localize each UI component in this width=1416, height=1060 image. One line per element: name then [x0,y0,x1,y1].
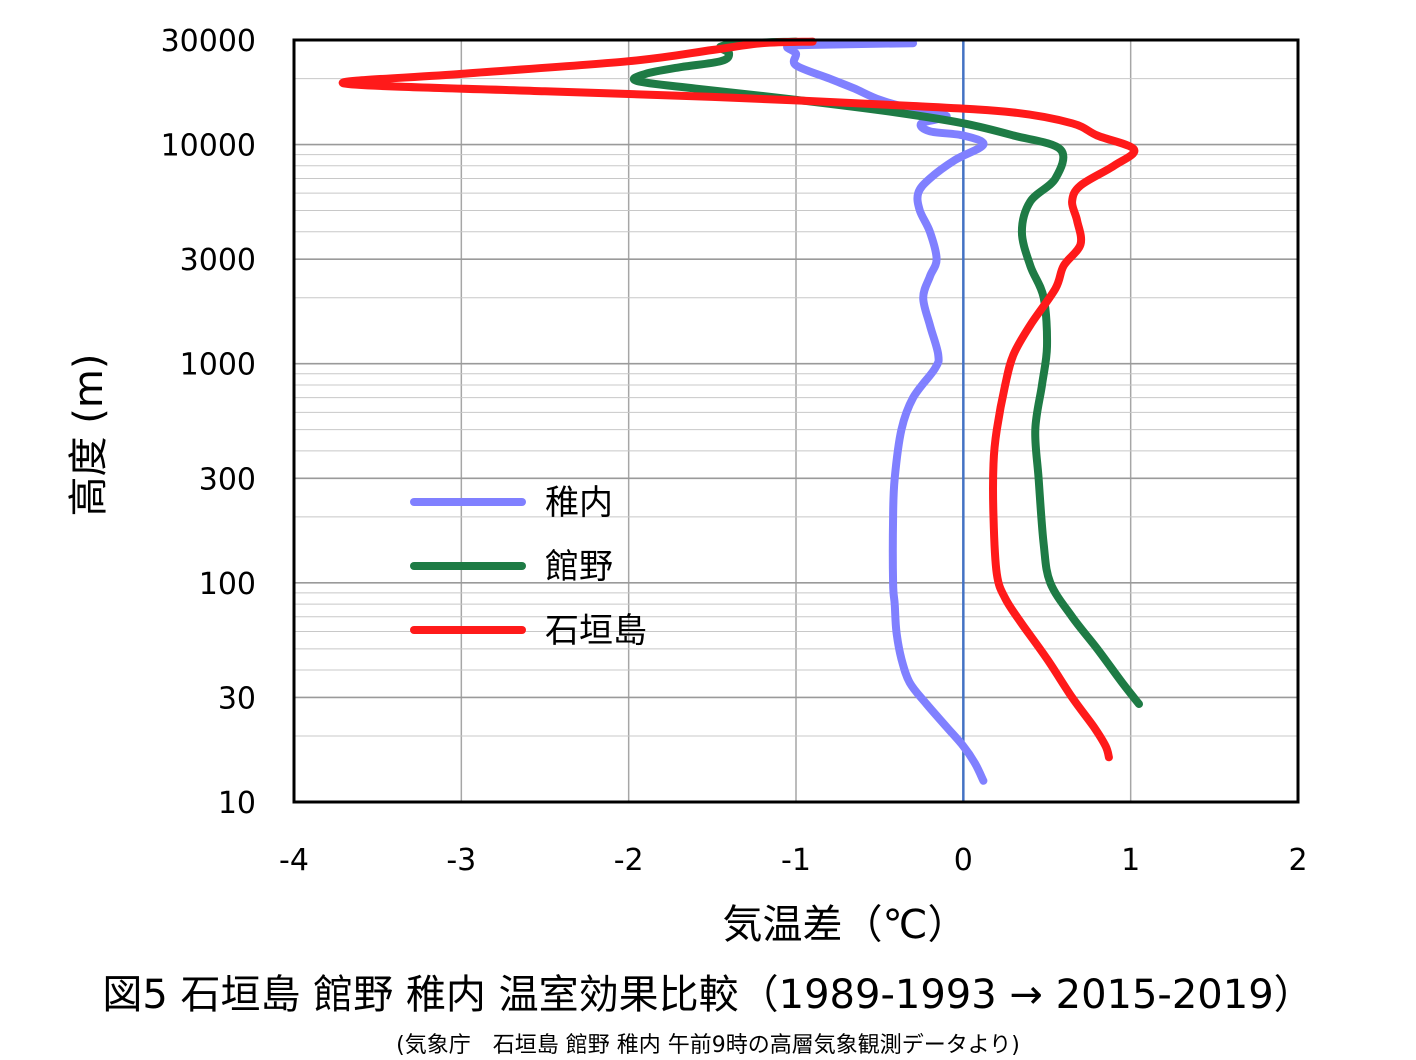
y-tick-label: 1000 [180,348,256,383]
legend-label: 稚内 [545,483,613,523]
y-tick-label: 300 [199,462,256,497]
plot-frame [292,38,1300,804]
x-tick-label: -4 [279,843,309,878]
legend-label: 石垣島 [545,611,647,651]
y-tick-label: 30 [218,681,256,716]
x-tick-label: 1 [1121,843,1140,878]
figure-title: 図5 石垣島 館野 稚内 温室効果比較（1989-1993 → 2015-201… [102,972,1314,1018]
series-line-0 [783,39,988,785]
x-tick-label: 2 [1288,843,1307,878]
series-line-2 [338,37,1139,762]
chart-figure: -4 -3 -2 -1 0 1 2 10 30 100 300 1000 3000 10000 30000… [66,24,1308,948]
x-tick-label: -3 [446,843,476,878]
series-group [338,37,1143,785]
x-tick-label: -1 [781,843,811,878]
x-axis-label: 気温差（℃） [723,902,968,948]
y-axis-label: 高度 (m) [66,354,112,517]
y-tick-label: 100 [199,567,256,602]
y-axis-ticks: 10 30 100 300 1000 3000 10000 30000 [161,24,256,821]
grid-lines [293,39,1299,803]
legend-label: 館野 [545,547,613,587]
y-tick-label: 10 [218,786,256,821]
figure-source-note: (気象庁 石垣島 館野 稚内 午前9時の高層気象観測データより) [396,1033,1020,1058]
x-tick-label: 0 [954,843,973,878]
x-tick-label: -2 [614,843,644,878]
y-tick-label: 3000 [180,243,256,278]
y-tick-label: 30000 [161,24,256,59]
y-tick-label: 10000 [161,129,256,164]
x-axis-ticks: -4 -3 -2 -1 0 1 2 [279,843,1308,878]
series-line-1 [629,37,1143,708]
